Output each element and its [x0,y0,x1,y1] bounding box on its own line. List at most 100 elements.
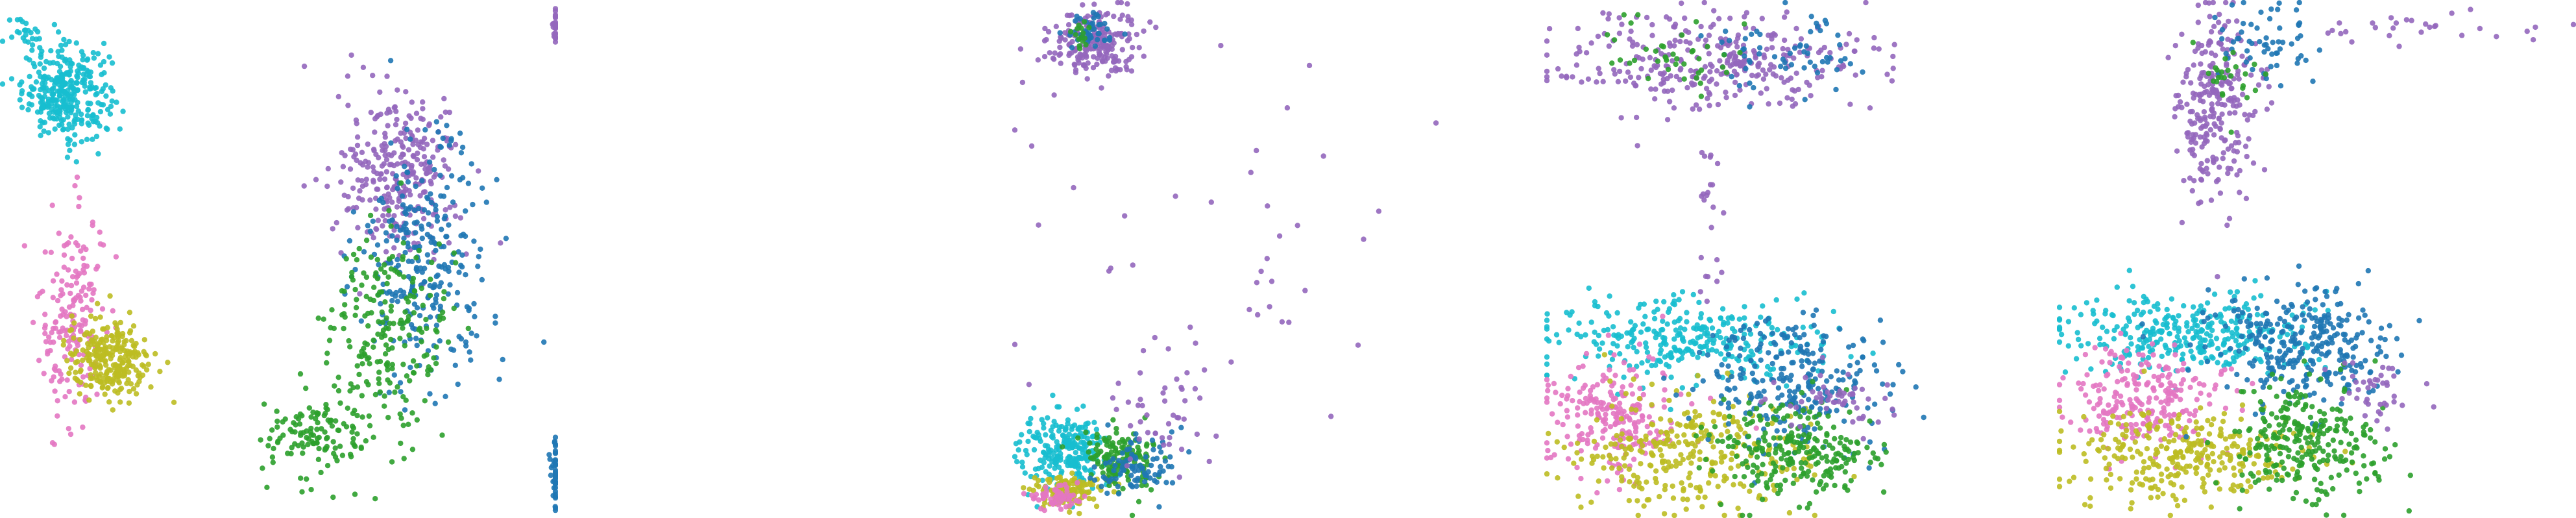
scatter-point-pink [1568,441,1574,447]
scatter-point-teal [1039,477,1045,484]
scatter-point-olive [1673,463,1679,469]
scatter-point-purple [1276,233,1283,239]
scatter-point-pink [1590,397,1596,403]
scatter-point-olive [1676,439,1682,445]
scatter-point-purple [2237,190,2242,195]
scatter-point-green [1753,406,1760,412]
scatter-point-purple [1683,28,1689,34]
scatter-point-green [1744,421,1750,428]
scatter-point-purple [1606,43,1612,49]
scatter-point-blue [1737,353,1743,359]
scatter-point-purple [2189,121,2195,127]
scatter-point-green [361,270,367,276]
scatter-point-teal [1675,332,1681,338]
scatter-point-blue [1719,39,1725,45]
scatter-point-blue [2249,40,2255,47]
scatter-point-teal [1022,470,1028,476]
scatter-point-teal [1721,340,1727,346]
scatter-point-purple [2173,93,2179,99]
scatter-point-olive [1596,478,1601,484]
scatter-point-olive [122,354,128,360]
scatter-point-teal [25,39,31,45]
scatter-point-purple [2202,116,2208,122]
scatter-point-purple [1228,359,1234,365]
scatter-point-olive [1659,452,1665,458]
scatter-point-olive [1649,402,1655,408]
scatter-point-green [1621,12,1627,18]
scatter-point-green [1880,489,1887,495]
scatter-point-green [1712,424,1718,430]
scatter-point-purple [420,146,426,152]
scatter-point-purple [1679,0,1684,6]
scatter-point-pink [1583,351,1590,357]
scatter-point-green [453,260,459,265]
scatter-point-teal [58,84,64,91]
scatter-point-blue [426,159,433,165]
scatter-point-pink [75,342,81,349]
scatter-point-teal [1085,420,1091,426]
scatter-point-olive [1725,428,1731,434]
scatter-point-purple [1248,169,1254,175]
scatter-point-teal [1621,375,1627,380]
scatter-point-olive [1636,480,1642,486]
scatter-point-purple [1856,415,1862,421]
scatter-point-blue [1069,45,1075,51]
scatter-point-green [1732,473,1738,480]
scatter-point-olive [126,369,132,375]
scatter-point-teal [1640,321,1646,327]
scatter-point-blue [1880,339,1886,345]
scatter-point-olive [110,376,117,382]
scatter-point-olive [1076,510,1082,517]
scatter-point-purple [2524,29,2530,34]
scatter-point-green [1705,43,1710,49]
scatter-point-teal [1601,327,1607,334]
scatter-point-blue [432,401,438,406]
scatter-point-teal [30,86,36,92]
scatter-point-blue [1819,58,1826,65]
scatter-point-olive [140,362,145,368]
scatter-point-olive [1561,444,1567,450]
scatter-point-green [1760,462,1766,467]
scatter-point-purple [1714,81,1719,87]
scatter-point-purple [428,181,434,187]
scatter-point-pink [1553,389,1559,395]
scatter-point-olive [1729,450,1735,456]
scatter-point-olive [1681,411,1688,417]
scatter-point-pink [50,295,56,301]
scatter-point-blue [1073,18,1078,24]
scatter-point-green [264,484,270,490]
scatter-point-teal [1596,346,1603,352]
scatter-point-blue [419,235,425,241]
scatter-point-blue [1777,419,1783,425]
scatter-point-teal [26,92,32,97]
scatter-point-purple [1762,396,1768,402]
scatter-point-blue [1158,449,1164,455]
scatter-point-purple [2343,29,2349,35]
scatter-point-purple [1769,36,1775,42]
scatter-point-green [354,384,361,390]
scatter-point-purple [1797,49,1803,55]
scatter-point-blue [1817,406,1823,412]
scatter-point-purple [1798,36,1804,42]
scatter-point-pink [1605,478,1610,484]
scatter-point-blue [2270,40,2276,45]
scatter-point-purple [393,121,399,128]
scatter-point-purple [394,204,400,210]
scatter-point-pink [1544,399,1550,405]
scatter-point-pink [1612,373,1618,378]
scatter-point-purple [2264,106,2270,112]
scatter-point-teal [90,50,96,56]
scatter-point-olive [1710,399,1717,404]
scatter-point-green [1791,473,1797,478]
scatter-point-olive [1634,475,1641,480]
scatter-point-purple [383,156,390,163]
scatter-point-green [315,419,321,426]
scatter-point-purple [2222,23,2228,29]
scatter-point-teal [8,34,15,40]
scatter-point-purple [380,223,385,229]
scatter-point-olive [1636,395,1642,402]
scatter-point-blue [1755,347,1760,353]
scatter-point-green [433,344,439,350]
scatter-point-blue [1104,26,1110,32]
scatter-point-purple [1165,346,1171,352]
